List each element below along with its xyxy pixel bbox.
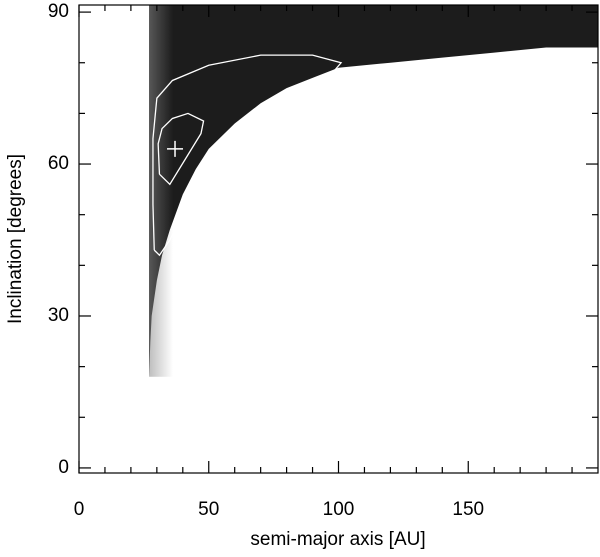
- x-tick-label: 0: [74, 499, 85, 520]
- x-tick-label: 100: [323, 499, 355, 520]
- y-tick-label: 60: [48, 153, 69, 174]
- contour-line: [152, 54, 343, 257]
- x-tick-label: 50: [198, 499, 219, 520]
- x-tick-label: 150: [452, 499, 484, 520]
- x-axis-label: semi-major axis [AU]: [250, 529, 425, 550]
- y-axis-label: Inclination [degrees]: [5, 154, 26, 324]
- y-tick-label: 30: [48, 305, 69, 326]
- best-fit-marker: [167, 140, 184, 157]
- y-tick-label: 90: [48, 1, 69, 22]
- likelihood-region: [149, 5, 598, 377]
- contour-line: [157, 112, 205, 186]
- y-tick-label: 0: [58, 457, 69, 478]
